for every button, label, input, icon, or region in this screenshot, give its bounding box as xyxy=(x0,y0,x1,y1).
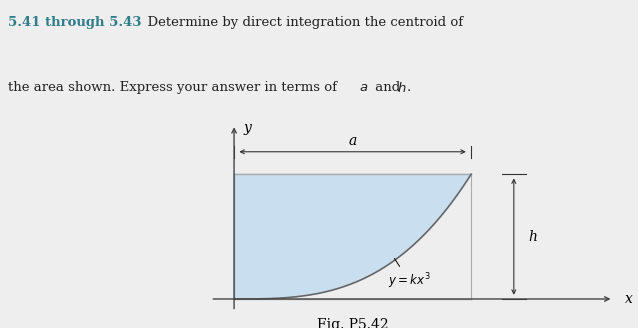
Text: $a$: $a$ xyxy=(359,81,367,94)
Text: 5.41 through 5.43: 5.41 through 5.43 xyxy=(8,16,141,29)
Polygon shape xyxy=(234,174,471,299)
Text: Fig. P5.42: Fig. P5.42 xyxy=(317,318,389,328)
Text: a: a xyxy=(348,134,357,148)
Text: and: and xyxy=(371,81,404,94)
Text: $y = kx^3$: $y = kx^3$ xyxy=(388,258,431,291)
Text: $h$: $h$ xyxy=(397,81,406,95)
Text: h: h xyxy=(528,230,537,244)
Text: y: y xyxy=(244,121,251,134)
Text: .: . xyxy=(407,81,412,94)
Text: the area shown. Express your answer in terms of: the area shown. Express your answer in t… xyxy=(8,81,341,94)
Text: x: x xyxy=(625,292,633,306)
Text: Determine by direct integration the centroid of: Determine by direct integration the cent… xyxy=(139,16,463,29)
